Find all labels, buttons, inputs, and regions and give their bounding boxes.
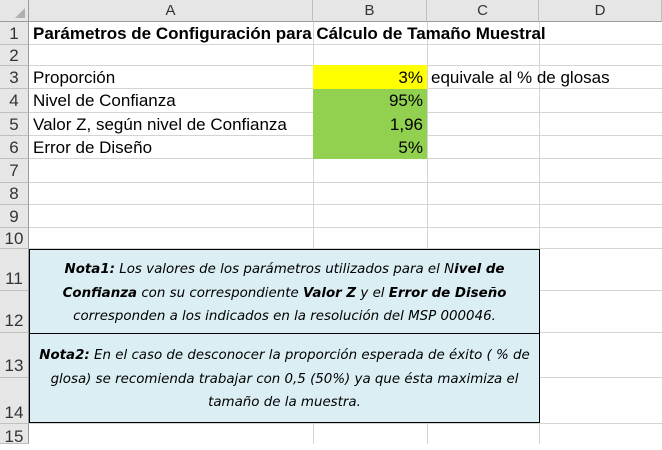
gridline-h xyxy=(29,248,662,249)
column-header-d[interactable]: D xyxy=(539,0,662,22)
cell-a3[interactable]: Proporción xyxy=(33,68,116,87)
select-all-triangle-icon xyxy=(15,8,25,18)
row-header-6[interactable]: 6 xyxy=(0,136,29,159)
row-header-4[interactable]: 4 xyxy=(0,89,29,113)
gridline-v xyxy=(313,22,314,444)
cell-b4[interactable]: 95% xyxy=(388,91,423,110)
row-header-7[interactable]: 7 xyxy=(0,159,29,183)
gridline-v xyxy=(539,22,540,444)
row-header-1[interactable]: 1 xyxy=(0,22,29,45)
note1-text: y el xyxy=(356,285,389,301)
column-header-b[interactable]: B xyxy=(313,0,427,22)
note2-heading: Nota2: xyxy=(39,348,90,363)
gridline-h xyxy=(29,423,662,424)
row-header-12[interactable]: 12 xyxy=(0,291,29,333)
cell-b4-b6-fill xyxy=(313,89,427,159)
cell-b3-fill xyxy=(313,65,427,89)
row-header-14[interactable]: 14 xyxy=(0,378,29,424)
cell-a6[interactable]: Error de Diseño xyxy=(33,138,153,157)
note1-heading: Nota1: xyxy=(64,262,116,277)
cell-b6[interactable]: 5% xyxy=(398,138,423,157)
cell-a5[interactable]: Valor Z, según nivel de Confianza xyxy=(33,115,287,134)
note2-text: En el caso de desconocer la proporción e… xyxy=(50,348,530,410)
row-header-13[interactable]: 13 xyxy=(0,333,29,378)
row-header-2[interactable]: 2 xyxy=(0,45,29,66)
note1-text: con su correspondiente xyxy=(137,285,303,301)
note1-textbox[interactable]: Nota1: Los valores de los parámetros uti… xyxy=(29,249,540,334)
note2-textbox[interactable]: Nota2: En el caso de desconocer la propo… xyxy=(29,333,540,423)
note1-text: corresponden a los indicados en la resol… xyxy=(73,309,496,324)
gridline-h xyxy=(29,44,662,45)
row-header-9[interactable]: 9 xyxy=(0,205,29,228)
row-header-8[interactable]: 8 xyxy=(0,183,29,205)
cell-b3[interactable]: 3% xyxy=(398,68,423,87)
column-header-a[interactable]: A xyxy=(29,0,313,22)
note1-bold: Valor Z xyxy=(303,285,357,301)
gridline-h xyxy=(29,227,662,228)
row-header-11[interactable]: 11 xyxy=(0,249,29,291)
row-header-10[interactable]: 10 xyxy=(0,228,29,249)
cell-a4[interactable]: Nivel de Confianza xyxy=(33,91,176,110)
sheet-title-cell[interactable]: Parámetros de Configuración para Cálculo… xyxy=(33,24,546,43)
cell-b5[interactable]: 1,96 xyxy=(389,115,423,134)
gridline-h xyxy=(29,182,662,183)
note1-bold: Error de Diseño xyxy=(388,285,507,301)
gridline-v xyxy=(427,22,428,444)
note1-text: Los valores de los parámetros utilizados… xyxy=(115,262,455,277)
row-header-3[interactable]: 3 xyxy=(0,66,29,89)
note1-bold: ivel de Confianza xyxy=(62,262,505,301)
column-header-c[interactable]: C xyxy=(427,0,539,22)
cell-c3[interactable]: equivale al % de glosas xyxy=(431,68,610,87)
row-header-5[interactable]: 5 xyxy=(0,113,29,136)
row-header-15[interactable]: 15 xyxy=(0,424,29,446)
gridline-h xyxy=(29,204,662,205)
select-all-corner[interactable] xyxy=(0,0,29,22)
